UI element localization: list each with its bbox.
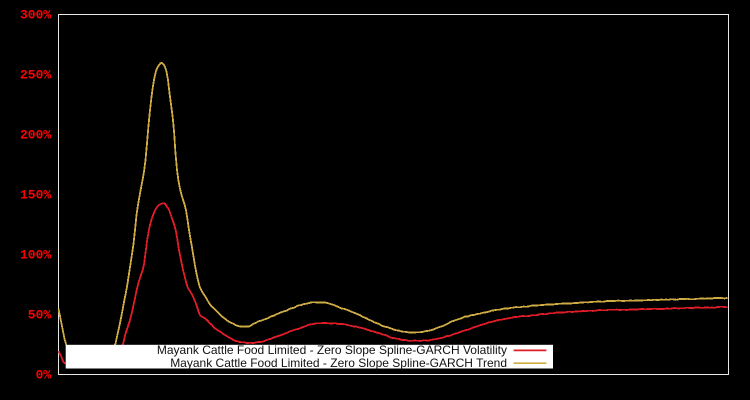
svg-text:150%: 150%: [20, 188, 51, 203]
svg-text:Mayank Cattle Food Limited - Z: Mayank Cattle Food Limited - Zero Slope …: [157, 343, 507, 357]
svg-text:100%: 100%: [20, 248, 51, 263]
svg-text:Mayank Cattle Food Limited - Z: Mayank Cattle Food Limited - Zero Slope …: [170, 356, 507, 370]
svg-text:300%: 300%: [20, 8, 51, 23]
svg-text:250%: 250%: [20, 68, 51, 83]
svg-text:0%: 0%: [36, 368, 52, 383]
svg-text:200%: 200%: [20, 128, 51, 143]
svg-text:50%: 50%: [28, 308, 52, 323]
